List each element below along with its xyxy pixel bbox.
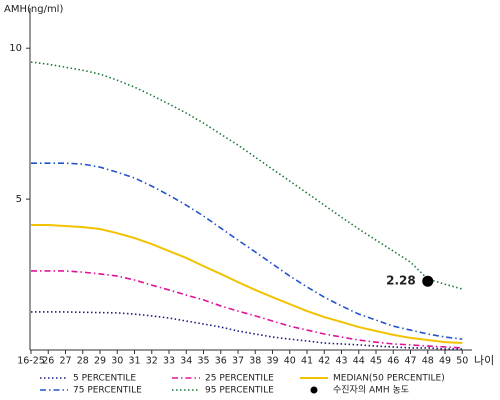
x-tick-label: 16-25 bbox=[17, 356, 45, 367]
x-tick-label: 28 bbox=[77, 356, 89, 367]
legend-swatch bbox=[310, 386, 318, 394]
legend-label: 수진자의 AMH 농도 bbox=[333, 385, 409, 396]
x-tick-label: 27 bbox=[59, 356, 71, 367]
legend-label: MEDIAN(50 PERCENTILE) bbox=[333, 374, 445, 384]
marker-value-label: 2.28 bbox=[386, 274, 416, 288]
x-tick-label: 44 bbox=[353, 356, 365, 367]
legend-label: 95 PERCENTILE bbox=[205, 386, 274, 396]
x-tick-label: 32 bbox=[146, 356, 158, 367]
x-tick-label: 31 bbox=[128, 356, 140, 367]
series-line bbox=[31, 224, 463, 345]
series-line bbox=[31, 270, 463, 349]
x-tick-label: 42 bbox=[318, 356, 330, 367]
x-tick-label: 47 bbox=[404, 356, 416, 367]
x-axis-label: 나이 bbox=[474, 354, 494, 367]
x-tick-label: 35 bbox=[197, 356, 209, 367]
x-tick-label: 26 bbox=[42, 356, 54, 367]
x-tick-label: 37 bbox=[232, 356, 244, 367]
x-tick-label: 33 bbox=[163, 356, 175, 367]
series-line bbox=[31, 162, 463, 340]
x-tick-label: 40 bbox=[284, 356, 296, 367]
y-tick-label: 10 bbox=[9, 43, 22, 54]
legend-label: 5 PERCENTILE bbox=[73, 374, 136, 384]
legend-label: 75 PERCENTILE bbox=[73, 386, 142, 396]
series-line bbox=[31, 311, 463, 350]
x-tick-label: 34 bbox=[180, 356, 192, 367]
x-tick-label: 49 bbox=[439, 356, 451, 367]
x-tick-label: 29 bbox=[94, 356, 106, 367]
x-tick-label: 43 bbox=[335, 356, 347, 367]
y-axis-label: AMH(ng/ml) bbox=[4, 4, 63, 15]
patient-marker bbox=[422, 275, 434, 287]
x-tick-label: 39 bbox=[266, 356, 278, 367]
legend-label: 25 PERCENTILE bbox=[205, 374, 274, 384]
x-tick-label: 50 bbox=[456, 356, 468, 367]
x-tick-label: 41 bbox=[301, 356, 313, 367]
y-tick-label: 5 bbox=[16, 194, 22, 205]
x-tick-label: 38 bbox=[249, 356, 261, 367]
x-tick-label: 45 bbox=[370, 356, 382, 367]
x-tick-label: 48 bbox=[422, 356, 434, 367]
x-tick-label: 46 bbox=[387, 356, 399, 367]
x-tick-label: 36 bbox=[215, 356, 227, 367]
series-line bbox=[30, 61, 463, 290]
x-tick-label: 30 bbox=[111, 356, 123, 367]
